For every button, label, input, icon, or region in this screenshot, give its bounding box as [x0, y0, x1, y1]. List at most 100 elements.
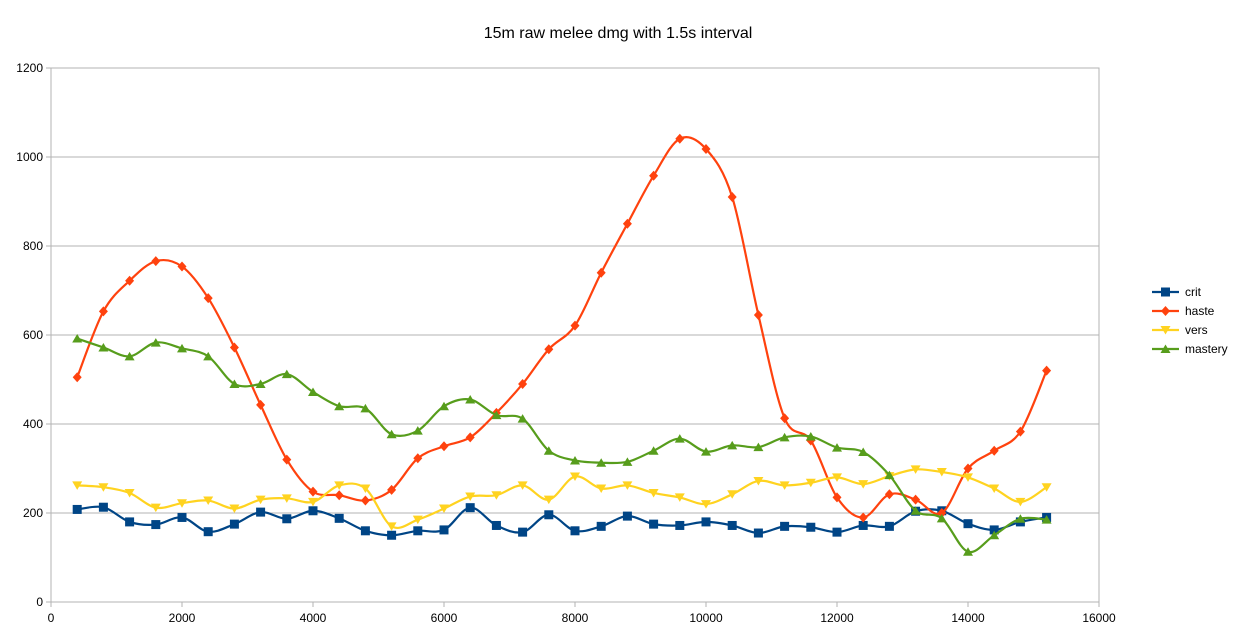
data-point-mastery — [910, 506, 921, 515]
data-point-vers — [124, 488, 135, 498]
series-line-haste — [76, 136, 1048, 519]
data-point-vers — [648, 488, 659, 498]
x-tick-label: 0 — [48, 611, 55, 625]
data-point-crit — [334, 513, 344, 523]
y-tick-label: 1200 — [16, 61, 43, 75]
data-point-mastery — [465, 395, 476, 404]
data-point-vers — [229, 504, 240, 514]
data-point-crit — [125, 517, 135, 527]
data-point-haste — [989, 445, 999, 456]
data-point-haste — [203, 293, 213, 304]
data-point-vers — [727, 490, 738, 499]
data-point-mastery — [308, 387, 318, 396]
data-point-mastery — [701, 447, 711, 456]
data-point-mastery — [727, 440, 738, 450]
data-point-haste — [439, 441, 449, 452]
data-point-vers — [701, 500, 711, 509]
data-point-crit — [806, 522, 816, 532]
y-tick-label: 800 — [23, 239, 43, 253]
data-point-crit — [622, 511, 632, 521]
data-point-haste — [229, 342, 239, 353]
data-point-haste — [937, 508, 947, 518]
data-point-crit — [570, 526, 580, 536]
data-point-haste — [72, 372, 82, 383]
data-point-vers — [910, 465, 921, 474]
data-point-haste — [256, 399, 266, 410]
data-point-vers — [150, 503, 161, 513]
data-point-crit — [98, 502, 108, 512]
data-point-vers — [805, 478, 816, 488]
data-point-crit — [229, 519, 239, 529]
data-point-mastery — [622, 457, 633, 466]
data-point-vers — [858, 480, 869, 489]
data-point-mastery — [884, 470, 895, 480]
data-point-crit — [151, 520, 161, 530]
data-point-crit — [282, 514, 292, 524]
data-point-haste — [98, 306, 108, 317]
y-tick-label: 0 — [36, 595, 43, 609]
series-layer — [72, 133, 1052, 556]
data-point-mastery — [989, 530, 1000, 540]
data-point-crit — [413, 526, 423, 536]
data-point-vers — [622, 481, 633, 490]
data-point-vers — [281, 494, 292, 503]
legend-label: haste — [1185, 304, 1215, 318]
data-point-vers — [203, 496, 214, 506]
data-point-mastery — [832, 443, 842, 452]
data-point-crit — [72, 504, 82, 514]
data-point-crit — [544, 510, 554, 520]
legend-swatch-marker — [1160, 344, 1171, 353]
data-point-crit — [203, 527, 213, 537]
data-point-vers — [439, 504, 449, 514]
data-point-crit — [491, 520, 501, 530]
legend-item-mastery: mastery — [1152, 342, 1228, 356]
data-point-vers — [832, 473, 842, 482]
data-point-mastery — [412, 426, 423, 435]
legend-swatch-marker — [1161, 306, 1170, 316]
data-point-haste — [701, 143, 711, 154]
data-point-vers — [255, 495, 266, 505]
data-point-crit — [753, 528, 763, 538]
data-point-haste — [177, 261, 187, 272]
data-point-crit — [387, 530, 397, 540]
data-point-crit — [701, 517, 711, 527]
data-point-vers — [177, 499, 187, 508]
data-point-haste — [282, 454, 292, 465]
data-point-vers — [674, 493, 685, 502]
data-point-haste — [465, 432, 475, 443]
legend: crit haste vers mastery — [1152, 285, 1228, 356]
data-point-mastery — [570, 455, 580, 465]
data-point-mastery — [1041, 515, 1052, 524]
x-tick-label: 10000 — [689, 611, 723, 625]
data-point-crit — [596, 521, 606, 531]
x-tick-label: 8000 — [562, 611, 589, 625]
data-point-vers — [1041, 483, 1052, 492]
data-point-haste — [570, 320, 580, 331]
data-point-haste — [518, 378, 528, 389]
x-tick-label: 12000 — [820, 611, 854, 625]
data-point-mastery — [281, 369, 292, 379]
data-point-mastery — [203, 351, 214, 361]
data-point-vers — [98, 483, 109, 492]
data-point-vers — [517, 481, 528, 490]
data-point-crit — [465, 503, 475, 513]
data-point-crit — [858, 520, 868, 530]
data-point-crit — [256, 507, 266, 517]
data-point-haste — [649, 170, 659, 181]
y-tick-label: 1000 — [16, 150, 43, 164]
data-point-haste — [858, 512, 868, 523]
series-mastery — [72, 334, 1052, 556]
data-point-haste — [727, 192, 737, 203]
legend-swatch-marker — [1160, 326, 1171, 335]
data-point-mastery — [753, 442, 764, 452]
data-point-haste — [596, 267, 606, 278]
data-point-mastery — [648, 446, 659, 455]
data-point-mastery — [674, 434, 685, 443]
data-point-mastery — [334, 401, 345, 411]
data-point-crit — [518, 527, 528, 537]
data-point-haste — [360, 495, 370, 506]
data-point-crit — [989, 525, 999, 535]
legend-item-haste: haste — [1152, 304, 1215, 318]
data-point-haste — [963, 463, 973, 474]
